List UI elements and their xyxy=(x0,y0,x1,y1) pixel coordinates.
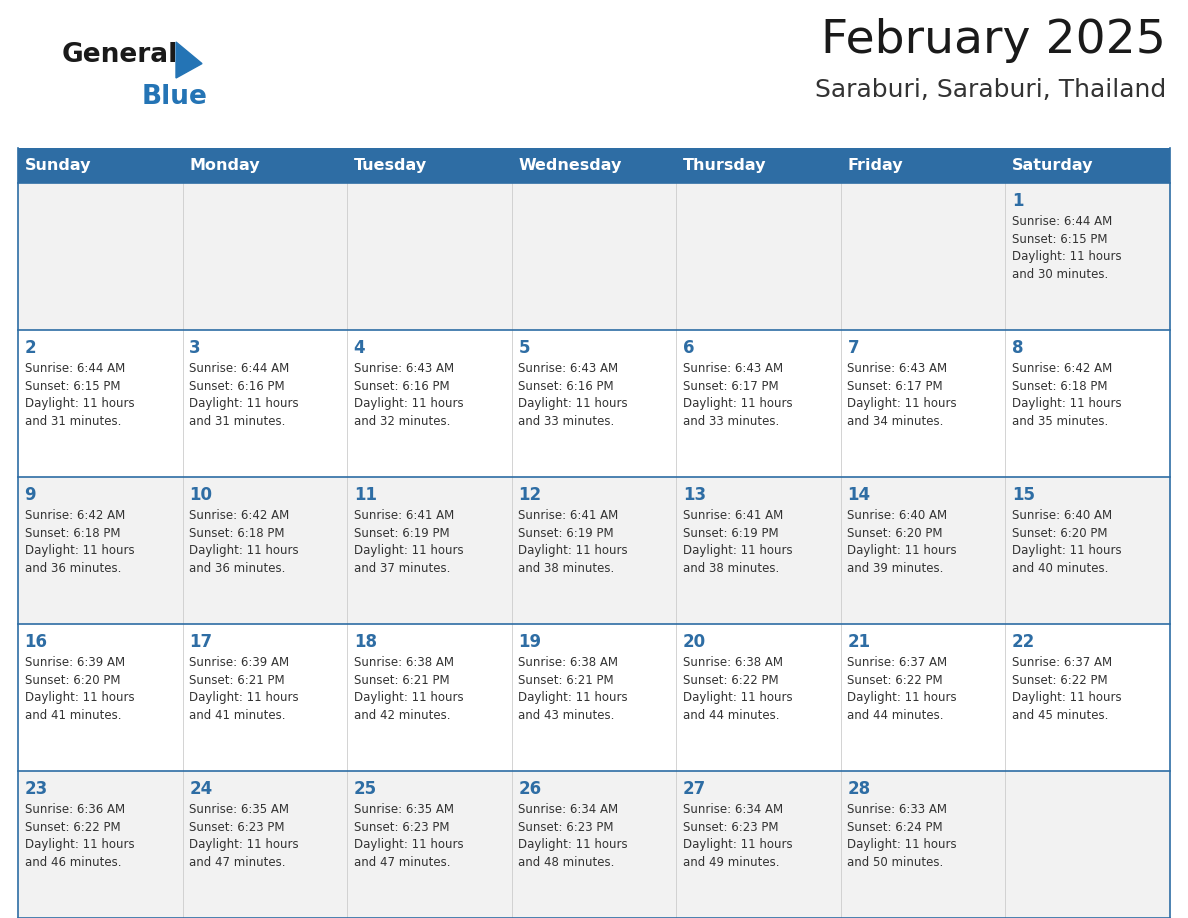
Text: Wednesday: Wednesday xyxy=(518,158,621,173)
Text: Sunrise: 6:41 AM
Sunset: 6:19 PM
Daylight: 11 hours
and 37 minutes.: Sunrise: 6:41 AM Sunset: 6:19 PM Dayligh… xyxy=(354,509,463,575)
Text: Sunrise: 6:38 AM
Sunset: 6:21 PM
Daylight: 11 hours
and 42 minutes.: Sunrise: 6:38 AM Sunset: 6:21 PM Dayligh… xyxy=(354,656,463,722)
Text: 8: 8 xyxy=(1012,339,1024,357)
Bar xyxy=(18,771,1170,918)
Bar xyxy=(18,330,1170,477)
Text: Sunrise: 6:42 AM
Sunset: 6:18 PM
Daylight: 11 hours
and 36 minutes.: Sunrise: 6:42 AM Sunset: 6:18 PM Dayligh… xyxy=(25,509,134,575)
Text: Sunrise: 6:33 AM
Sunset: 6:24 PM
Daylight: 11 hours
and 50 minutes.: Sunrise: 6:33 AM Sunset: 6:24 PM Dayligh… xyxy=(847,803,958,868)
Text: Sunrise: 6:44 AM
Sunset: 6:15 PM
Daylight: 11 hours
and 30 minutes.: Sunrise: 6:44 AM Sunset: 6:15 PM Dayligh… xyxy=(1012,216,1121,281)
Text: Sunrise: 6:40 AM
Sunset: 6:20 PM
Daylight: 11 hours
and 40 minutes.: Sunrise: 6:40 AM Sunset: 6:20 PM Dayligh… xyxy=(1012,509,1121,575)
Text: Sunrise: 6:34 AM
Sunset: 6:23 PM
Daylight: 11 hours
and 49 minutes.: Sunrise: 6:34 AM Sunset: 6:23 PM Dayligh… xyxy=(683,803,792,868)
Text: Sunrise: 6:34 AM
Sunset: 6:23 PM
Daylight: 11 hours
and 48 minutes.: Sunrise: 6:34 AM Sunset: 6:23 PM Dayligh… xyxy=(518,803,628,868)
Text: Monday: Monday xyxy=(189,158,260,173)
Text: Sunrise: 6:35 AM
Sunset: 6:23 PM
Daylight: 11 hours
and 47 minutes.: Sunrise: 6:35 AM Sunset: 6:23 PM Dayligh… xyxy=(189,803,298,868)
Text: 22: 22 xyxy=(1012,633,1035,651)
Text: Thursday: Thursday xyxy=(683,158,766,173)
Text: 20: 20 xyxy=(683,633,706,651)
Text: 4: 4 xyxy=(354,339,366,357)
Bar xyxy=(18,183,1170,330)
Text: 24: 24 xyxy=(189,779,213,798)
Text: 25: 25 xyxy=(354,779,377,798)
Text: Sunrise: 6:38 AM
Sunset: 6:21 PM
Daylight: 11 hours
and 43 minutes.: Sunrise: 6:38 AM Sunset: 6:21 PM Dayligh… xyxy=(518,656,628,722)
Text: 14: 14 xyxy=(847,486,871,504)
Text: Sunrise: 6:37 AM
Sunset: 6:22 PM
Daylight: 11 hours
and 44 minutes.: Sunrise: 6:37 AM Sunset: 6:22 PM Dayligh… xyxy=(847,656,958,722)
Text: 28: 28 xyxy=(847,779,871,798)
Text: Blue: Blue xyxy=(143,84,208,110)
Text: Sunrise: 6:40 AM
Sunset: 6:20 PM
Daylight: 11 hours
and 39 minutes.: Sunrise: 6:40 AM Sunset: 6:20 PM Dayligh… xyxy=(847,509,958,575)
Text: Sunrise: 6:35 AM
Sunset: 6:23 PM
Daylight: 11 hours
and 47 minutes.: Sunrise: 6:35 AM Sunset: 6:23 PM Dayligh… xyxy=(354,803,463,868)
Text: 11: 11 xyxy=(354,486,377,504)
Text: Sunrise: 6:39 AM
Sunset: 6:21 PM
Daylight: 11 hours
and 41 minutes.: Sunrise: 6:39 AM Sunset: 6:21 PM Dayligh… xyxy=(189,656,298,722)
Text: Sunrise: 6:42 AM
Sunset: 6:18 PM
Daylight: 11 hours
and 35 minutes.: Sunrise: 6:42 AM Sunset: 6:18 PM Dayligh… xyxy=(1012,363,1121,428)
Text: Sunrise: 6:41 AM
Sunset: 6:19 PM
Daylight: 11 hours
and 38 minutes.: Sunrise: 6:41 AM Sunset: 6:19 PM Dayligh… xyxy=(518,509,628,575)
Text: Sunrise: 6:43 AM
Sunset: 6:16 PM
Daylight: 11 hours
and 33 minutes.: Sunrise: 6:43 AM Sunset: 6:16 PM Dayligh… xyxy=(518,363,628,428)
Text: Saturday: Saturday xyxy=(1012,158,1093,173)
Text: 9: 9 xyxy=(25,486,36,504)
Text: 3: 3 xyxy=(189,339,201,357)
Text: Sunrise: 6:43 AM
Sunset: 6:17 PM
Daylight: 11 hours
and 33 minutes.: Sunrise: 6:43 AM Sunset: 6:17 PM Dayligh… xyxy=(683,363,792,428)
Text: Sunrise: 6:42 AM
Sunset: 6:18 PM
Daylight: 11 hours
and 36 minutes.: Sunrise: 6:42 AM Sunset: 6:18 PM Dayligh… xyxy=(189,509,298,575)
Text: Sunrise: 6:36 AM
Sunset: 6:22 PM
Daylight: 11 hours
and 46 minutes.: Sunrise: 6:36 AM Sunset: 6:22 PM Dayligh… xyxy=(25,803,134,868)
Text: Sunrise: 6:41 AM
Sunset: 6:19 PM
Daylight: 11 hours
and 38 minutes.: Sunrise: 6:41 AM Sunset: 6:19 PM Dayligh… xyxy=(683,509,792,575)
Text: 19: 19 xyxy=(518,633,542,651)
Text: 2: 2 xyxy=(25,339,36,357)
Text: Sunrise: 6:39 AM
Sunset: 6:20 PM
Daylight: 11 hours
and 41 minutes.: Sunrise: 6:39 AM Sunset: 6:20 PM Dayligh… xyxy=(25,656,134,722)
Text: 1: 1 xyxy=(1012,192,1024,210)
Text: 26: 26 xyxy=(518,779,542,798)
Text: 13: 13 xyxy=(683,486,706,504)
Text: General: General xyxy=(62,42,178,68)
Text: February 2025: February 2025 xyxy=(821,18,1165,63)
Text: 5: 5 xyxy=(518,339,530,357)
Text: Sunday: Sunday xyxy=(25,158,91,173)
Text: Saraburi, Saraburi, Thailand: Saraburi, Saraburi, Thailand xyxy=(815,78,1165,102)
Text: 23: 23 xyxy=(25,779,48,798)
Text: 27: 27 xyxy=(683,779,706,798)
Text: Tuesday: Tuesday xyxy=(354,158,426,173)
Text: Sunrise: 6:43 AM
Sunset: 6:16 PM
Daylight: 11 hours
and 32 minutes.: Sunrise: 6:43 AM Sunset: 6:16 PM Dayligh… xyxy=(354,363,463,428)
Text: 18: 18 xyxy=(354,633,377,651)
Text: Sunrise: 6:38 AM
Sunset: 6:22 PM
Daylight: 11 hours
and 44 minutes.: Sunrise: 6:38 AM Sunset: 6:22 PM Dayligh… xyxy=(683,656,792,722)
Text: Friday: Friday xyxy=(847,158,903,173)
Text: 16: 16 xyxy=(25,633,48,651)
Bar xyxy=(18,477,1170,624)
Text: 12: 12 xyxy=(518,486,542,504)
Text: 6: 6 xyxy=(683,339,694,357)
Text: 10: 10 xyxy=(189,486,213,504)
Text: Sunrise: 6:37 AM
Sunset: 6:22 PM
Daylight: 11 hours
and 45 minutes.: Sunrise: 6:37 AM Sunset: 6:22 PM Dayligh… xyxy=(1012,656,1121,722)
Text: Sunrise: 6:44 AM
Sunset: 6:15 PM
Daylight: 11 hours
and 31 minutes.: Sunrise: 6:44 AM Sunset: 6:15 PM Dayligh… xyxy=(25,363,134,428)
Text: 7: 7 xyxy=(847,339,859,357)
Text: 21: 21 xyxy=(847,633,871,651)
Polygon shape xyxy=(176,42,202,78)
Text: Sunrise: 6:44 AM
Sunset: 6:16 PM
Daylight: 11 hours
and 31 minutes.: Sunrise: 6:44 AM Sunset: 6:16 PM Dayligh… xyxy=(189,363,298,428)
Text: Sunrise: 6:43 AM
Sunset: 6:17 PM
Daylight: 11 hours
and 34 minutes.: Sunrise: 6:43 AM Sunset: 6:17 PM Dayligh… xyxy=(847,363,958,428)
Text: 15: 15 xyxy=(1012,486,1035,504)
Bar xyxy=(18,624,1170,771)
Text: 17: 17 xyxy=(189,633,213,651)
Bar xyxy=(18,148,1170,183)
